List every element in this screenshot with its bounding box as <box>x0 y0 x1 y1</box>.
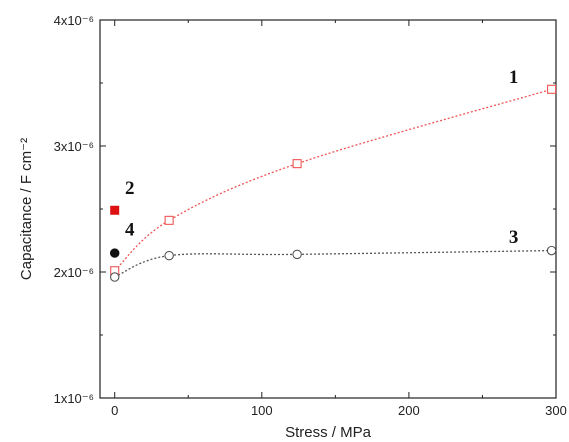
series-3-point <box>109 272 120 282</box>
y-axis-title: Capacitance / F cm⁻² <box>18 138 35 280</box>
curve-label-4: 4 <box>125 219 135 240</box>
fitted-curves <box>114 88 552 278</box>
x-tick-label: 100 <box>251 403 273 418</box>
curve-labels: 1 2 3 4 <box>125 67 518 248</box>
curve-label-1: 1 <box>509 67 519 88</box>
y-tick-label: 1x10⁻⁶ <box>54 391 94 406</box>
x-tick-label: 200 <box>398 403 420 418</box>
series-1-point <box>164 215 174 225</box>
x-axis-ticks: 0 100 200 300 <box>111 20 567 418</box>
series-3-point <box>164 250 174 261</box>
y-tick-label: 2x10⁻⁶ <box>54 265 94 280</box>
curve-label-3: 3 <box>509 227 519 248</box>
series-1-point <box>292 159 302 169</box>
series-3-curve <box>114 249 552 278</box>
series-1-curve <box>114 88 552 272</box>
series-3-point <box>292 249 302 260</box>
x-tick-label: 300 <box>545 403 567 418</box>
series-2-point <box>110 205 120 215</box>
y-tick-label: 3x10⁻⁶ <box>54 139 94 154</box>
series-1-point <box>547 84 557 94</box>
series-3-point <box>546 245 557 256</box>
x-axis-title: Stress / MPa <box>285 424 372 441</box>
plot-border <box>99 19 557 399</box>
curve-label-2: 2 <box>125 178 135 199</box>
series-4-point <box>110 248 120 258</box>
x-tick-label: 0 <box>111 403 118 418</box>
y-axis-ticks: 1x10⁻⁶ 2x10⁻⁶ 3x10⁻⁶ 4x10⁻⁶ <box>54 13 556 406</box>
data-points <box>109 84 557 282</box>
y-tick-label: 4x10⁻⁶ <box>54 13 94 28</box>
plot-frame <box>99 19 557 399</box>
